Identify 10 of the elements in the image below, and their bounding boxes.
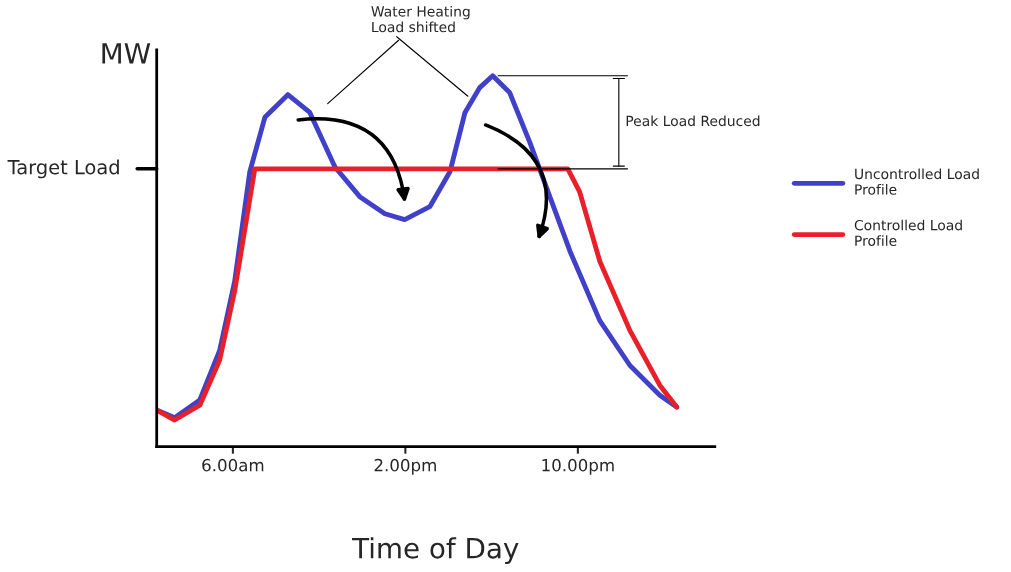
y-axis-title: MW bbox=[102, 43, 151, 64]
x-tick-label: 10.00pm bbox=[542, 458, 614, 475]
x-tick-label: 6.00am bbox=[202, 458, 264, 472]
text: Target Load bbox=[7, 159, 119, 179]
legend-label: Uncontrolled Load Profile bbox=[855, 168, 979, 195]
text: Water Heating Load shifted bbox=[371, 5, 470, 33]
x-tick-label: 2.00pm bbox=[374, 458, 436, 475]
annotation: Peak Load Reduced bbox=[626, 115, 760, 127]
x-axis-title: Time of Day bbox=[352, 537, 519, 565]
legend-label: Controlled Load Profile bbox=[854, 219, 962, 246]
